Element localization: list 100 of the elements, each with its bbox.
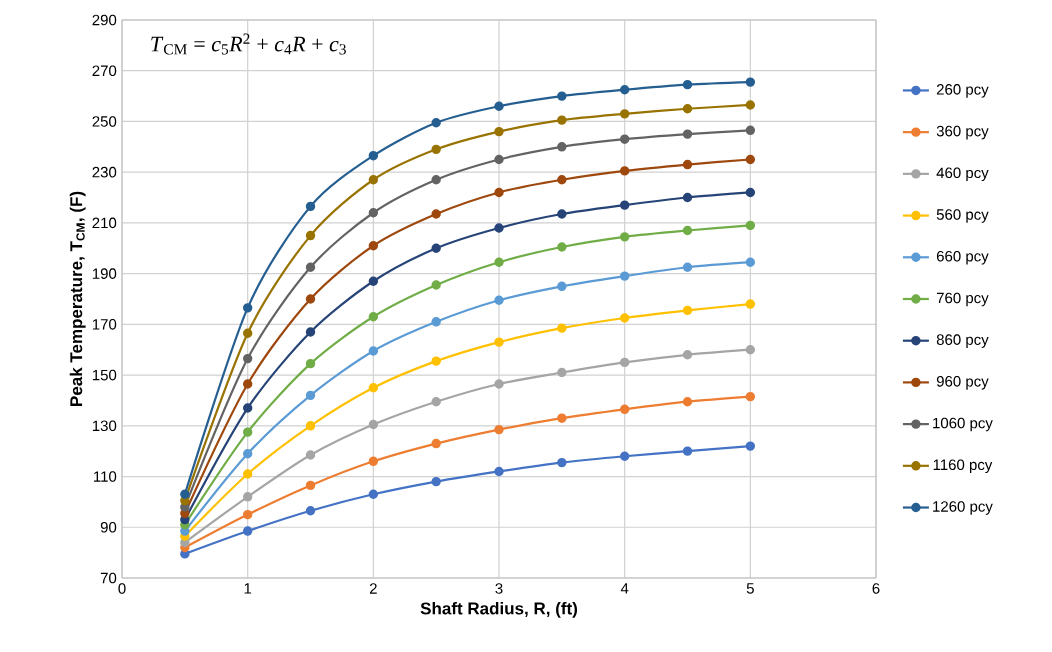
point xyxy=(494,101,504,111)
point xyxy=(745,125,756,136)
legend-label: 860 pcy xyxy=(936,334,989,348)
point xyxy=(745,100,756,110)
point xyxy=(242,353,253,364)
y-tick-label: 250 xyxy=(92,116,117,127)
point xyxy=(619,357,630,368)
point xyxy=(305,390,316,401)
point xyxy=(557,115,567,125)
point xyxy=(431,438,441,449)
point xyxy=(368,383,379,393)
point xyxy=(557,142,567,152)
point xyxy=(242,427,253,437)
point xyxy=(745,257,756,267)
point xyxy=(494,187,504,198)
point xyxy=(431,175,441,185)
point xyxy=(305,262,316,272)
point xyxy=(745,187,756,198)
point xyxy=(619,166,630,176)
point xyxy=(682,350,693,360)
point xyxy=(368,276,379,286)
point xyxy=(305,201,316,212)
y-axis-title: Peak Temperature, T$_{CM}$, (F) xyxy=(69,191,86,406)
point xyxy=(745,77,756,87)
y-tick-label: 210 xyxy=(92,217,117,229)
point xyxy=(305,506,316,516)
point xyxy=(557,91,567,101)
point xyxy=(619,109,630,119)
legend-label: 460 pcy xyxy=(936,167,989,182)
point xyxy=(368,175,379,185)
point xyxy=(745,154,756,165)
x-tick-label: 4 xyxy=(620,583,629,594)
point xyxy=(682,446,693,456)
point xyxy=(305,421,316,431)
point xyxy=(557,457,567,468)
point xyxy=(368,150,379,161)
legend-label: 560 pcy xyxy=(936,209,989,223)
x-tick-label: 6 xyxy=(872,583,880,594)
point xyxy=(682,225,693,236)
legend-label: 1060 pcy xyxy=(933,417,993,432)
point xyxy=(368,419,379,430)
point xyxy=(242,328,253,338)
point xyxy=(557,242,567,252)
point xyxy=(557,413,567,423)
point xyxy=(745,391,756,402)
point xyxy=(494,379,504,389)
point xyxy=(305,450,316,460)
point xyxy=(431,397,441,407)
y-tick-label: 90 xyxy=(100,521,117,533)
point xyxy=(242,379,253,389)
point xyxy=(305,230,316,241)
point xyxy=(494,154,504,165)
legend-label: 1160 pcy xyxy=(933,459,993,474)
point xyxy=(242,509,253,520)
point xyxy=(682,262,693,272)
point xyxy=(494,424,504,435)
point xyxy=(619,404,630,415)
legend-label: 260 pcy xyxy=(936,84,989,98)
y-tick-label: 70 xyxy=(100,572,117,584)
point xyxy=(682,159,693,170)
x-tick-label: 0 xyxy=(118,583,126,594)
point xyxy=(431,209,441,219)
point xyxy=(745,299,756,309)
point xyxy=(494,257,504,267)
point xyxy=(431,280,441,290)
point xyxy=(619,451,630,461)
point xyxy=(305,480,316,491)
point xyxy=(494,295,504,305)
y-tick-label: 290 xyxy=(92,14,117,26)
point xyxy=(431,118,441,128)
legend-label: 760 pcy xyxy=(936,292,989,307)
point xyxy=(557,281,567,291)
point xyxy=(180,489,190,499)
y-tick-label: 130 xyxy=(92,420,117,432)
point xyxy=(242,403,253,413)
point xyxy=(682,104,693,114)
point xyxy=(682,305,693,316)
y-tick-label: 110 xyxy=(94,471,117,482)
point xyxy=(368,346,379,356)
point xyxy=(619,200,630,210)
point xyxy=(682,129,693,139)
point xyxy=(557,209,567,219)
point xyxy=(682,192,693,203)
point xyxy=(431,317,441,327)
x-tick-label: 3 xyxy=(495,583,503,594)
y-tick-label: 230 xyxy=(92,166,117,178)
point xyxy=(242,469,253,479)
point xyxy=(619,85,630,95)
legend-label: 660 pcy xyxy=(936,250,989,265)
point xyxy=(745,220,756,231)
legend-label: 1260 pcy xyxy=(933,501,993,515)
point xyxy=(305,294,316,304)
y-tick-label: 270 xyxy=(92,65,117,77)
point xyxy=(242,526,253,536)
point xyxy=(494,337,504,347)
x-tick-label: 2 xyxy=(369,583,377,594)
point xyxy=(368,241,379,251)
point xyxy=(368,312,379,322)
point xyxy=(431,476,441,487)
point xyxy=(494,126,504,137)
